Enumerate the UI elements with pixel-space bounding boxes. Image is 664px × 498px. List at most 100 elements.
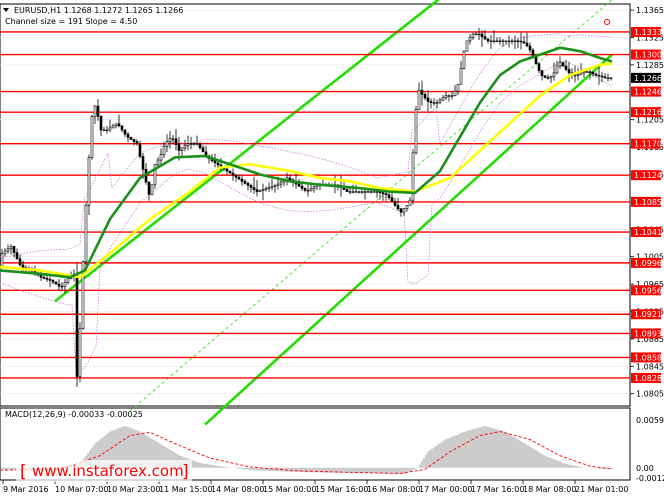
candle-body [213, 160, 217, 164]
candle-body [66, 278, 70, 283]
candle-body [513, 40, 517, 42]
scale-tick-label: 1.0845 [636, 362, 664, 371]
candle-body [306, 189, 310, 192]
channel-upper-line [54, 0, 440, 303]
candle-body [525, 42, 529, 47]
candle-body [108, 127, 112, 131]
candle-body [51, 280, 55, 283]
level-label-box [631, 196, 661, 207]
candle-body [39, 274, 43, 278]
candle-body [177, 144, 181, 151]
watermark-text: www.instaforex.com [32, 462, 184, 480]
candle-body [270, 186, 274, 188]
candle-body [54, 281, 58, 285]
candle-body [432, 102, 436, 104]
candle-body [117, 123, 121, 127]
candle-body [180, 147, 184, 151]
candle-body [300, 185, 304, 189]
grid-lines [0, 9, 630, 395]
level-label: 1.1300 [634, 51, 662, 60]
candle-body [201, 147, 205, 153]
candle-body [606, 77, 610, 79]
candle-body [9, 246, 13, 250]
candle-body [261, 189, 265, 191]
candle-body [162, 146, 166, 155]
channel-lower-line [204, 53, 613, 426]
candle-body [507, 40, 511, 42]
candle-body [489, 40, 493, 42]
candle-body [522, 41, 526, 44]
candle-body [87, 157, 91, 206]
candle-body [372, 191, 376, 193]
candle-body [423, 94, 427, 99]
candle-body [99, 115, 103, 131]
macd-signal-line [0, 431, 611, 474]
candle-body [483, 36, 487, 40]
level-label: 1.0828 [634, 374, 662, 383]
candle-body [456, 83, 460, 92]
candle-body [504, 40, 508, 42]
level-label-box [631, 372, 661, 383]
watermark-box [16, 460, 192, 482]
candle-body [561, 62, 565, 67]
time-tick-label: 10 Mar 23:00 [107, 485, 160, 494]
candle-body [588, 71, 592, 73]
candle-body [252, 187, 256, 190]
candle-body [447, 95, 451, 97]
candle-body [297, 183, 301, 187]
candle-body [243, 181, 247, 184]
candle-body [567, 69, 571, 74]
candle-body [255, 189, 259, 192]
candle-body [435, 102, 439, 104]
channel-anchor-icon [604, 19, 610, 25]
candle-body [384, 193, 388, 195]
candle-body [411, 152, 415, 201]
candle-body [426, 97, 430, 102]
candle-body [303, 187, 307, 191]
candle-body [537, 63, 541, 71]
scale-tick-label: 1.1365 [636, 6, 664, 15]
level-label: 1.1333 [634, 28, 662, 37]
level-label-box [631, 138, 661, 149]
candle-body [225, 168, 229, 172]
level-label-box [631, 257, 661, 268]
candle-body [528, 45, 532, 51]
collapse-triangle-icon[interactable] [3, 8, 9, 12]
candle-body [234, 174, 238, 178]
level-label: 1.0893 [634, 329, 662, 338]
candle-body [399, 208, 403, 213]
candle-body [273, 185, 277, 187]
candle-body [597, 75, 601, 77]
level-label: 1.0858 [634, 353, 662, 362]
level-label: 1.1041 [634, 228, 662, 237]
candle-body [228, 170, 232, 174]
candle-body [420, 89, 424, 95]
level-label-box [631, 352, 661, 363]
watermark: [ www.instaforex.com ] [16, 460, 192, 482]
candle-body [189, 143, 193, 145]
level-label-box [631, 26, 661, 37]
candle-body [492, 40, 496, 42]
candle-body [498, 40, 502, 42]
time-tick-label: 17 Mar 00:00 [419, 485, 472, 494]
macd-title: MACD(12,26,9) -0.00033 -0.00025 [5, 410, 143, 419]
candle-body [57, 283, 61, 287]
scale-tick-label: 1.1285 [636, 61, 664, 70]
candle-body [276, 183, 280, 186]
candle-body [96, 105, 100, 117]
candle-body [267, 187, 271, 189]
time-tick-label: 18 Mar 08:00 [523, 485, 576, 494]
level-label-box [631, 227, 661, 238]
candle-body [63, 282, 67, 287]
candle-body [450, 95, 454, 97]
candle-body [192, 143, 196, 145]
candle-body [138, 143, 142, 157]
level-label-box [631, 170, 661, 181]
candle-body [129, 137, 133, 140]
scale-tick-label: 1.1205 [636, 116, 664, 125]
candle-body [501, 40, 505, 42]
candle-body [360, 191, 364, 193]
candle-body [375, 191, 379, 193]
